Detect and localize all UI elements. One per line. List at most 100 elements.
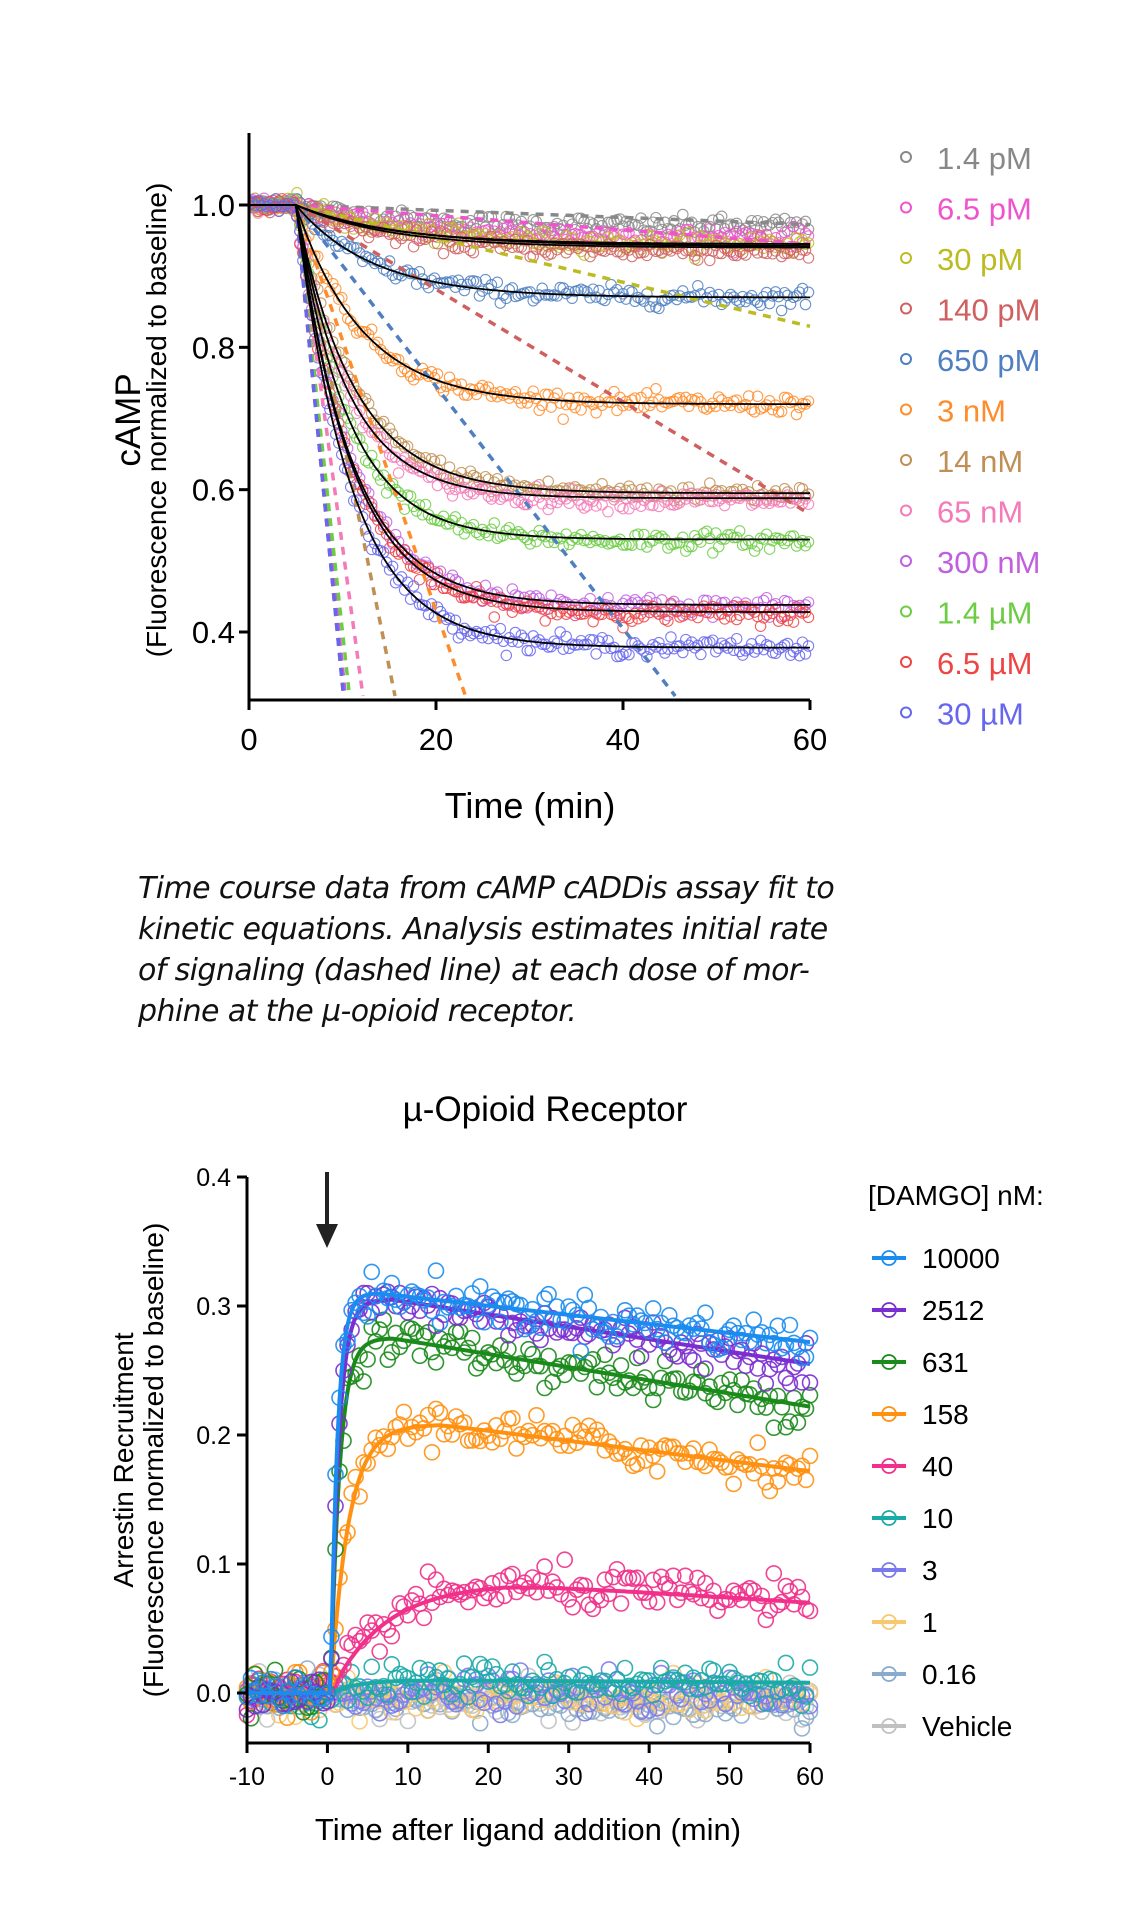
arrestin-data-point	[371, 1705, 389, 1722]
arrestin-legend-marker-icon	[881, 1458, 897, 1474]
arrestin-legend-label: 0.16	[922, 1659, 977, 1690]
arrestin-data-point	[616, 1695, 634, 1713]
arrestin-data-point	[391, 1595, 409, 1612]
camp-data-point	[374, 417, 387, 430]
arrestin-data-point	[681, 1701, 698, 1719]
arrestin-data-point	[644, 1571, 662, 1589]
camp-data-point	[368, 537, 381, 550]
arrestin-data-point	[423, 1302, 441, 1320]
arrestin-data-point	[632, 1437, 650, 1454]
arrestin-data-point	[757, 1474, 775, 1491]
arrestin-data-point	[483, 1575, 501, 1592]
arrestin-data-point	[339, 1692, 356, 1709]
camp-data-point	[383, 422, 396, 435]
camp-data-point	[410, 562, 423, 574]
arrestin-data-point	[721, 1329, 738, 1347]
arrestin-data-point	[745, 1311, 763, 1328]
camp-legend-marker-icon	[900, 201, 912, 214]
camp-data-point	[500, 292, 513, 305]
camp-initial-rate-line	[294, 204, 346, 697]
arrestin-data-point	[443, 1693, 461, 1710]
camp-data-point	[449, 242, 462, 255]
arrestin-data-point	[793, 1697, 811, 1714]
camp-data-point	[659, 294, 671, 306]
arrestin-y-tick-label: 0.1	[196, 1551, 231, 1579]
arrestin-data-point	[359, 1308, 376, 1325]
arrestin-data-point	[331, 1694, 348, 1712]
arrestin-legend-label: Vehicle	[922, 1711, 1012, 1742]
arrestin-data-point	[761, 1387, 779, 1405]
camp-data-point	[677, 208, 689, 221]
camp-data-point	[623, 480, 635, 492]
arrestin-data-point	[729, 1396, 746, 1414]
camp-data-point	[635, 500, 647, 512]
camp-data-point	[353, 405, 366, 417]
camp-data-point	[802, 395, 815, 407]
arrestin-data-point	[355, 1304, 372, 1322]
arrestin-data-point	[552, 1683, 570, 1701]
arrestin-data-point	[282, 1688, 300, 1705]
camp-data-point	[802, 640, 815, 652]
camp-legend-label: 14 nM	[937, 444, 1023, 479]
arrestin-data-point	[387, 1669, 405, 1687]
arrestin-data-point	[584, 1351, 602, 1368]
camp-data-point	[536, 603, 548, 615]
arrestin-data-point	[419, 1563, 437, 1580]
camp-data-point	[772, 643, 785, 655]
camp-legend-label: 30 pM	[937, 242, 1023, 277]
arrestin-y-tick-label: 0.3	[196, 1293, 231, 1321]
camp-initial-rate-line	[294, 203, 811, 516]
arrestin-data-point	[431, 1404, 449, 1422]
camp-data-point	[563, 392, 575, 404]
arrestin-data-point	[709, 1602, 726, 1619]
camp-data-point	[509, 496, 522, 509]
camp-data-point	[476, 594, 489, 607]
camp-data-point	[695, 288, 707, 300]
camp-legend-label: 300 nM	[937, 545, 1040, 580]
arrestin-fit-line	[247, 1291, 811, 1695]
arrestin-data-point	[628, 1675, 646, 1693]
arrestin-data-point	[467, 1301, 485, 1318]
arrestin-data-point	[415, 1609, 433, 1627]
camp-data-point	[796, 602, 809, 614]
arrestin-data-point	[749, 1360, 767, 1377]
camp-legend-item: 3 nM	[900, 394, 1006, 429]
arrestin-data-point	[765, 1334, 783, 1352]
camp-data-point	[515, 629, 528, 641]
camp-data-point	[712, 213, 725, 225]
arrestin-data-point	[801, 1374, 819, 1391]
camp-data-point	[452, 217, 465, 229]
arrestin-data-point	[781, 1413, 799, 1430]
camp-data-point	[775, 304, 788, 317]
camp-legend-label: 6.5 pM	[937, 192, 1032, 227]
arrestin-legend-marker-icon	[881, 1666, 897, 1682]
arrestin-data-point	[479, 1667, 497, 1685]
arrestin-data-point	[407, 1700, 425, 1717]
arrestin-data-point	[536, 1290, 553, 1307]
arrestin-data-point	[781, 1375, 799, 1392]
camp-data-point	[665, 631, 677, 643]
arrestin-data-point	[351, 1488, 368, 1505]
camp-legend-label: 3 nM	[937, 394, 1006, 429]
camp-data-point	[503, 392, 516, 404]
camp-data-point	[524, 644, 536, 657]
arrestin-data-point	[793, 1588, 811, 1606]
arrestin-data-point	[616, 1659, 634, 1677]
arrestin-data-point	[797, 1335, 815, 1352]
arrestin-data-point	[681, 1317, 698, 1334]
camp-data-point	[718, 400, 731, 412]
camp-data-point	[802, 230, 815, 242]
arrestin-data-point	[371, 1643, 389, 1660]
camp-data-point	[470, 625, 483, 638]
camp-data-point	[530, 590, 542, 602]
camp-data-point	[327, 234, 339, 247]
arrestin-data-point	[516, 1320, 533, 1338]
camp-data-point	[506, 388, 519, 401]
arrestin-data-point	[660, 1677, 678, 1694]
arrestin-legend-item: 1	[872, 1607, 938, 1638]
arrestin-data-point	[383, 1704, 401, 1721]
arrestin-data-point	[697, 1702, 714, 1719]
arrestin-data-point	[693, 1454, 710, 1471]
arrestin-data-point	[379, 1289, 397, 1307]
camp-data-point	[662, 643, 674, 655]
